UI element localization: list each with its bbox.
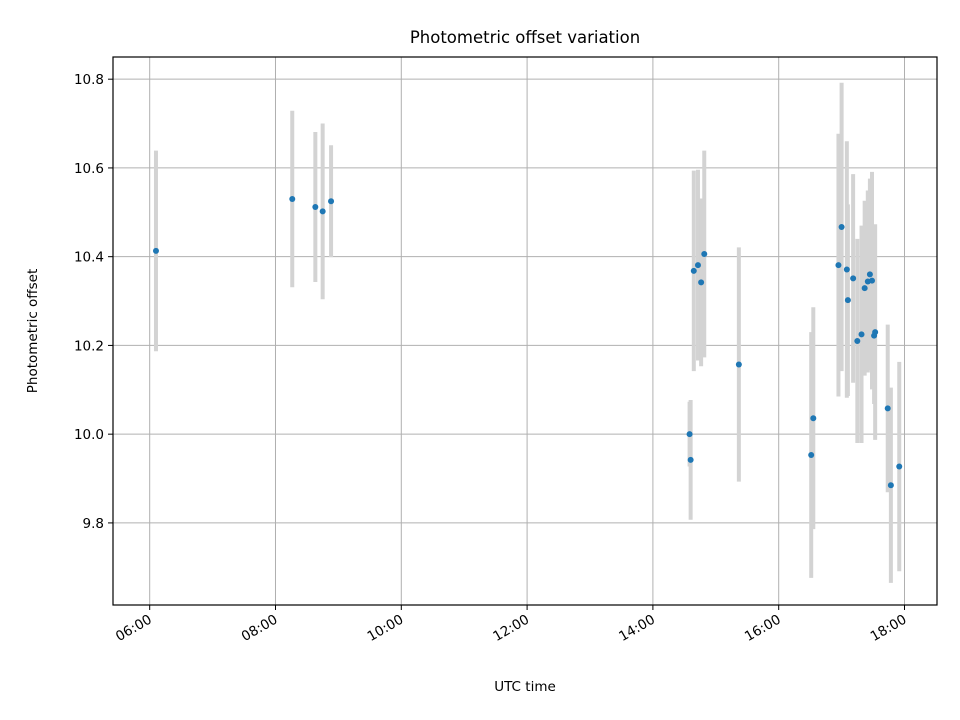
- data-point: [854, 337, 861, 344]
- data-points: [152, 195, 903, 489]
- plot-frame: [112, 56, 938, 606]
- plot-area: [113, 57, 937, 605]
- data-point: [872, 329, 879, 336]
- data-point: [884, 405, 891, 412]
- data-point: [289, 195, 296, 202]
- chart-title: Photometric offset variation: [410, 28, 640, 47]
- data-point: [319, 208, 326, 215]
- data-point: [835, 262, 842, 269]
- data-point: [866, 271, 873, 278]
- x-axis-label: UTC time: [494, 679, 556, 695]
- data-point: [869, 277, 876, 284]
- y-tick-label: 10.8: [74, 72, 104, 88]
- y-tick-label: 10.4: [74, 250, 104, 266]
- data-point: [686, 431, 693, 438]
- data-point: [152, 247, 159, 254]
- y-axis-label: Photometric offset: [25, 269, 41, 393]
- data-point: [861, 285, 868, 292]
- data-point: [896, 463, 903, 470]
- data-point: [850, 275, 857, 282]
- data-point: [701, 251, 708, 258]
- data-point: [810, 415, 817, 422]
- y-tick-label: 9.8: [83, 516, 104, 532]
- y-tick-label: 10.2: [74, 338, 104, 354]
- data-point: [843, 266, 850, 273]
- data-point: [694, 262, 701, 269]
- data-point: [328, 198, 335, 205]
- y-tick-label: 10.0: [74, 427, 104, 443]
- y-axis-ticks: 9.8 10.0 10.2 10.4 10.6 10.8: [74, 72, 113, 532]
- data-point: [735, 361, 742, 368]
- data-point: [808, 452, 815, 459]
- data-point: [312, 203, 319, 210]
- data-point: [844, 297, 851, 304]
- data-point: [687, 456, 694, 463]
- data-point: [698, 279, 705, 286]
- data-point: [690, 267, 697, 274]
- data-point: [887, 482, 894, 489]
- data-point: [838, 223, 845, 230]
- y-tick-label: 10.6: [74, 161, 104, 177]
- data-point: [858, 331, 865, 338]
- gridlines: [113, 57, 937, 605]
